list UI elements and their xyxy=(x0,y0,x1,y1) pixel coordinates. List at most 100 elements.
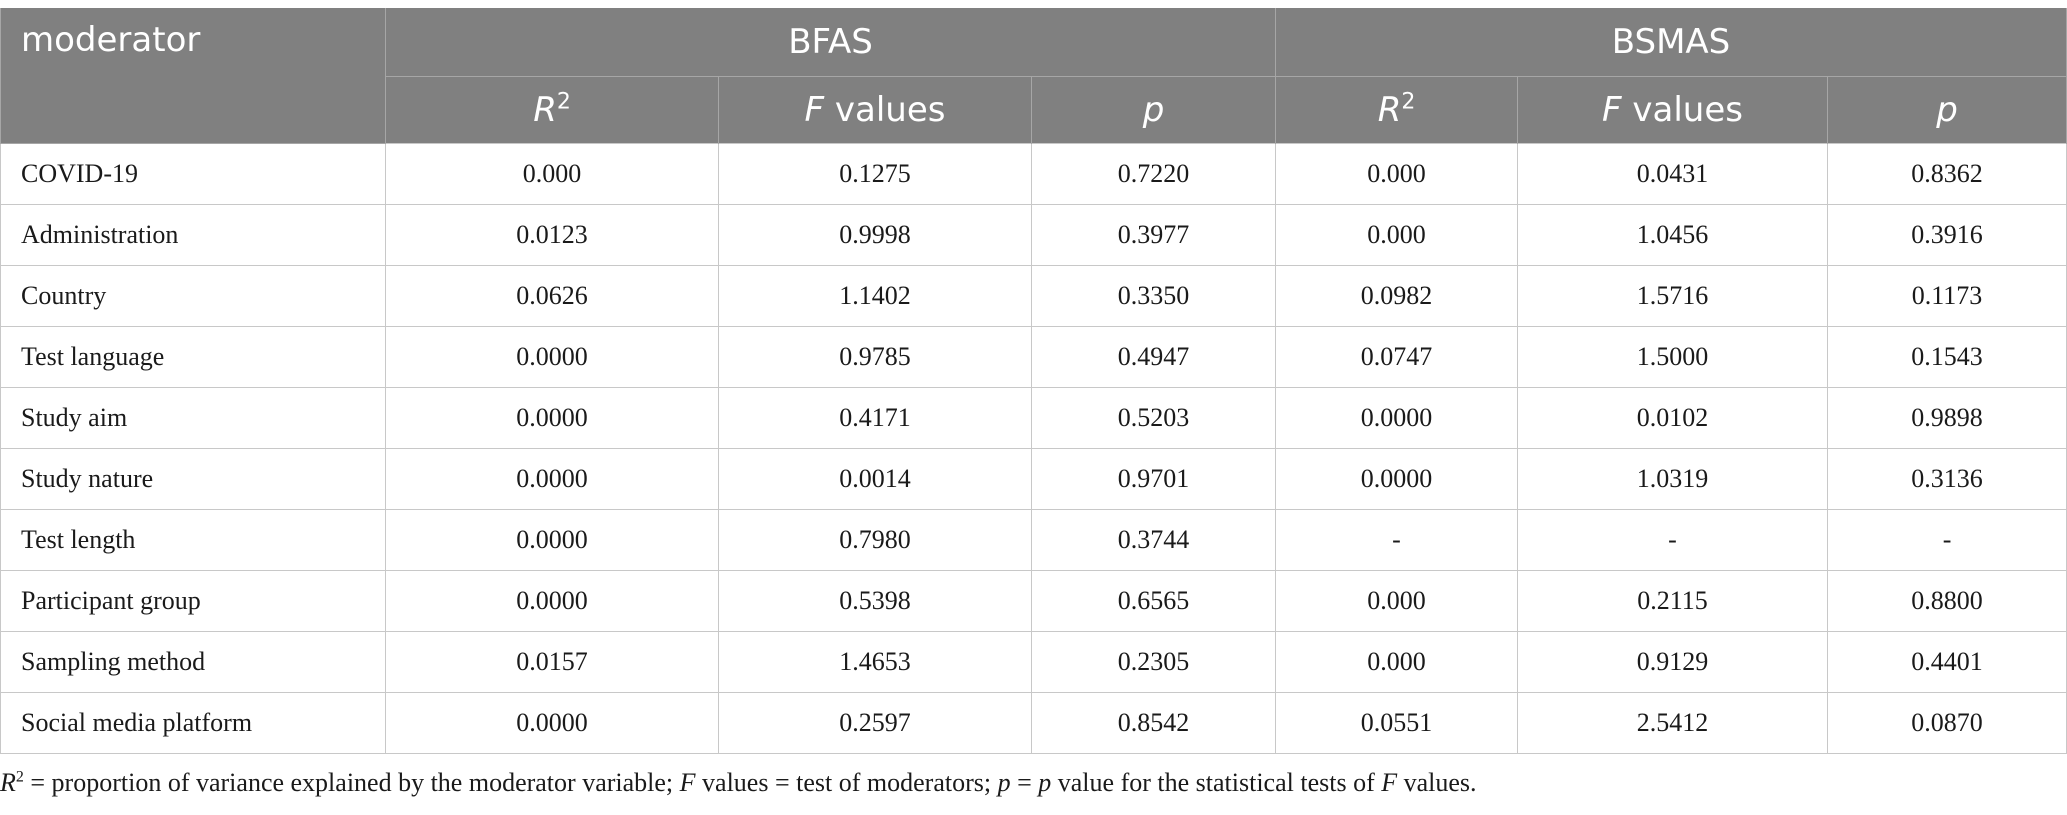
bfas-f-cell: 0.0014 xyxy=(718,448,1032,510)
header-bsmas-f: F values xyxy=(1517,76,1829,144)
bfas-p-cell: 0.8542 xyxy=(1030,692,1277,754)
header-bsmas: BSMAS xyxy=(1275,8,2067,77)
bfas-p-cell: 0.2305 xyxy=(1030,631,1277,693)
bfas-f-cell: 0.9785 xyxy=(718,326,1032,388)
table-row: Study aim 0.0000 0.4171 0.5203 0.0000 0.0102 0… xyxy=(0,387,2067,449)
bsmas-f-cell: 1.0456 xyxy=(1517,204,1829,266)
bfas-p-cell: 0.3350 xyxy=(1030,265,1277,327)
bfas-p-cell: 0.6565 xyxy=(1030,570,1277,632)
moderator-name: Administration xyxy=(0,204,386,266)
bfas-r2-cell: 0.0000 xyxy=(385,387,719,449)
footnote-sup: 2 xyxy=(15,768,24,786)
bsmas-f-cell: 2.5412 xyxy=(1517,692,1829,754)
footnote-r: R xyxy=(0,768,16,797)
bsmas-f-cell: 0.0431 xyxy=(1517,143,1829,205)
bsmas-p-cell: 0.8362 xyxy=(1827,143,2067,205)
table-row: Sampling method 0.0157 1.4653 0.2305 0.000 0.… xyxy=(0,631,2067,693)
r-symbol: R xyxy=(533,90,557,130)
bsmas-f-cell: 1.0319 xyxy=(1517,448,1829,510)
bfas-r2-cell: 0.0157 xyxy=(385,631,719,693)
bsmas-r2-cell: 0.0747 xyxy=(1275,326,1519,388)
table-row: Country 0.0626 1.1402 0.3350 0.0982 1.5716 0.1… xyxy=(0,265,2067,327)
bsmas-p-cell: 0.0870 xyxy=(1827,692,2067,754)
table-body: COVID-19 0.000 0.1275 0.7220 0.000 0.0431 0.83… xyxy=(0,143,2067,754)
bsmas-f-cell: 0.9129 xyxy=(1517,631,1829,693)
f-values-label: values xyxy=(1621,90,1743,130)
moderator-name: Country xyxy=(0,265,386,327)
footnote-p-2: p xyxy=(1038,768,1052,797)
bsmas-p-cell: 0.3916 xyxy=(1827,204,2067,266)
header-moderator: moderator xyxy=(0,8,386,144)
bsmas-p-cell: 0.4401 xyxy=(1827,631,2067,693)
footnote-text-3: = xyxy=(1010,768,1039,797)
moderator-name: Test language xyxy=(0,326,386,388)
bfas-f-cell: 0.2597 xyxy=(718,692,1032,754)
table-row: Test length 0.0000 0.7980 0.3744- - - xyxy=(0,509,2067,571)
moderator-name: Study nature xyxy=(0,448,386,510)
bsmas-p-cell: - xyxy=(1827,509,2067,571)
moderator-table: moderator BFAS BSMAS R2 F values p R2 F … xyxy=(0,8,2067,754)
moderator-name: COVID-19 xyxy=(0,143,386,205)
table-row: Participant group 0.0000 0.5398 0.6565 0.000… xyxy=(0,570,2067,632)
bfas-p-cell: 0.3977 xyxy=(1030,204,1277,266)
bsmas-r2-cell: 0.000 xyxy=(1275,143,1519,205)
bsmas-p-cell: 0.1173 xyxy=(1827,265,2067,327)
footnote-text-2: values = test of moderators; xyxy=(695,768,998,797)
bfas-r2-cell: 0.0000 xyxy=(385,509,719,571)
bfas-f-cell: 0.7980 xyxy=(718,509,1032,571)
bfas-f-cell: 0.1275 xyxy=(718,143,1032,205)
bfas-r2-cell: 0.0000 xyxy=(385,326,719,388)
bfas-p-cell: 0.7220 xyxy=(1030,143,1277,205)
bfas-r2-cell: 0.000 xyxy=(385,143,719,205)
bfas-f-cell: 0.9998 xyxy=(718,204,1032,266)
bfas-f-cell: 1.1402 xyxy=(718,265,1032,327)
footnote-f-2: F xyxy=(1381,768,1398,797)
bfas-f-cell: 0.5398 xyxy=(718,570,1032,632)
bfas-p-cell: 0.3744 xyxy=(1030,509,1277,571)
r-superscript: 2 xyxy=(1401,89,1416,115)
moderator-name: Social media platform xyxy=(0,692,386,754)
r-superscript: 2 xyxy=(556,89,571,115)
bsmas-f-cell: 1.5000 xyxy=(1517,326,1829,388)
bfas-r2-cell: 0.0123 xyxy=(385,204,719,266)
bsmas-r2-cell: 0.0551 xyxy=(1275,692,1519,754)
moderator-name: Study aim xyxy=(0,387,386,449)
f-symbol: F xyxy=(1602,90,1622,130)
bsmas-f-cell: 0.0102 xyxy=(1517,387,1829,449)
header-bfas: BFAS xyxy=(384,8,1277,77)
table-footnote: R2 = proportion of variance explained by… xyxy=(0,768,1477,798)
bsmas-f-cell: - xyxy=(1517,509,1829,571)
bfas-r2-cell: 0.0000 xyxy=(385,570,719,632)
r-symbol: R xyxy=(1377,90,1402,130)
f-values-label: values xyxy=(824,90,946,130)
table-container: moderator BFAS BSMAS R2 F values p R2 F … xyxy=(0,8,2067,754)
bsmas-r2-cell: - xyxy=(1275,509,1519,571)
footnote-p-1: p xyxy=(997,768,1011,797)
footnote-f-1: F xyxy=(679,768,696,797)
table-row: Administration 0.0123 0.9998 0.3977 0.000 1.0… xyxy=(0,204,2067,266)
footnote-text-4: value for the statistical tests of xyxy=(1051,768,1382,797)
bfas-r2-cell: 0.0626 xyxy=(385,265,719,327)
footnote-text-1: = proportion of variance explained by th… xyxy=(23,768,680,797)
bsmas-p-cell: 0.1543 xyxy=(1827,326,2067,388)
bfas-f-cell: 0.4171 xyxy=(718,387,1032,449)
bfas-r2-cell: 0.0000 xyxy=(385,692,719,754)
table-row: Test language 0.0000 0.9785 0.4947 0.0747 1.5… xyxy=(0,326,2067,388)
header-bfas-r2: R2 xyxy=(385,76,719,144)
bfas-p-cell: 0.5203 xyxy=(1030,387,1277,449)
moderator-name: Participant group xyxy=(0,570,386,632)
bsmas-r2-cell: 0.0000 xyxy=(1275,387,1519,449)
bsmas-p-cell: 0.9898 xyxy=(1827,387,2067,449)
header-bsmas-r2: R2 xyxy=(1275,76,1519,144)
bsmas-r2-cell: 0.000 xyxy=(1275,570,1519,632)
bsmas-r2-cell: 0.000 xyxy=(1275,204,1519,266)
bsmas-f-cell: 1.5716 xyxy=(1517,265,1829,327)
table-row: Study nature 0.0000 0.0014 0.9701 0.0000 1.03… xyxy=(0,448,2067,510)
header-bfas-f: F values xyxy=(718,76,1032,144)
header-bsmas-p: p xyxy=(1827,76,2067,144)
moderator-name: Sampling method xyxy=(0,631,386,693)
table-row: COVID-19 0.000 0.1275 0.7220 0.000 0.0431 0.83… xyxy=(0,143,2067,205)
bsmas-f-cell: 0.2115 xyxy=(1517,570,1829,632)
header-bfas-p: p xyxy=(1030,76,1277,144)
f-symbol: F xyxy=(804,90,825,130)
